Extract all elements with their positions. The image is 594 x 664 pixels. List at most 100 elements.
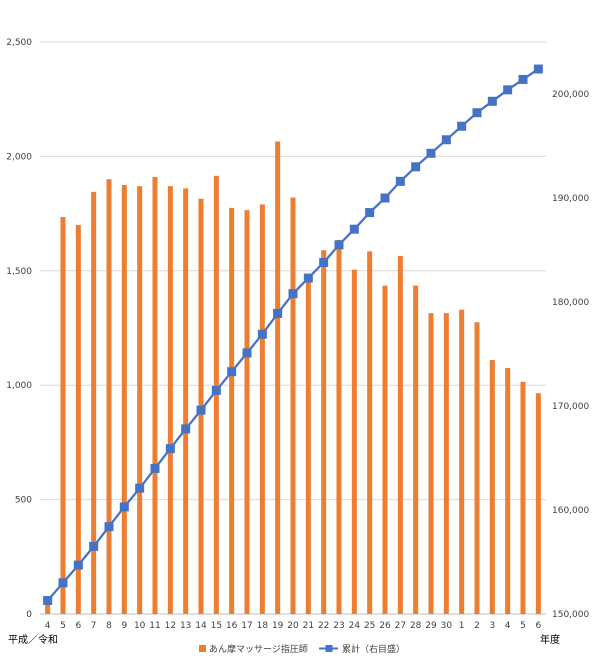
x-tick-label: 9 [121, 621, 127, 631]
x-tick-label: 6 [75, 621, 81, 631]
bar [213, 175, 219, 614]
x-tick-label: 6 [535, 621, 541, 631]
x-tick-label: 11 [149, 621, 160, 631]
y-left-tick-label: 1,500 [6, 267, 32, 277]
line-point [104, 522, 114, 532]
x-tick-label: 27 [395, 621, 406, 631]
line-point [150, 463, 160, 473]
y-left-tick-label: 500 [15, 496, 32, 506]
line-point [227, 367, 237, 377]
line-point [441, 135, 451, 145]
x-axis: 4 5 6 7 8 9 10 11 12 13 14 15 16 17 18 19 20 21 22 23 24 25 26… [45, 621, 542, 631]
x-tick-label: 22 [318, 621, 329, 631]
x-tick-label: 8 [106, 621, 112, 631]
y-right-tick-label: 200,000 [552, 90, 589, 100]
bar [45, 604, 51, 614]
bar [459, 309, 465, 614]
line-point [181, 424, 191, 434]
x-tick-label: 23 [333, 621, 344, 631]
line-point [273, 308, 283, 318]
line-point [518, 74, 528, 84]
x-tick-label: 20 [287, 621, 299, 631]
line-point [242, 348, 252, 358]
x-axis-label-left: 平成／令和 [8, 633, 58, 646]
line-point [472, 108, 482, 118]
bar [428, 313, 434, 614]
x-tick-label: 24 [349, 621, 361, 631]
line-point [211, 385, 221, 395]
x-tick-label: 13 [180, 621, 191, 631]
line-point [349, 224, 359, 234]
bar [474, 322, 480, 614]
legend-label: あん摩マッサージ指圧師 [209, 643, 308, 655]
bar [489, 360, 495, 614]
x-tick-label: 21 [303, 621, 314, 631]
y-right-tick-label: 180,000 [552, 298, 589, 308]
bar [443, 313, 449, 614]
x-tick-label: 5 [520, 621, 526, 631]
bar-series [45, 141, 541, 615]
y-right-tick-label: 150,000 [552, 610, 589, 620]
x-tick-label: 29 [425, 621, 437, 631]
line-point [257, 329, 267, 339]
bar [351, 269, 357, 614]
bar [305, 275, 311, 614]
bar [121, 185, 127, 614]
bar [75, 225, 81, 615]
x-tick-label: 28 [410, 621, 422, 631]
x-tick-label: 5 [60, 621, 66, 631]
line-point [334, 240, 344, 250]
x-tick-label: 15 [211, 621, 222, 631]
line-point [395, 176, 405, 186]
x-tick-label: 17 [241, 621, 252, 631]
bar [535, 393, 541, 614]
bar [336, 239, 342, 615]
x-tick-label: 3 [489, 621, 495, 631]
bar [229, 207, 235, 614]
bar [397, 255, 403, 615]
x-axis-label-right: 年度 [540, 633, 560, 646]
line-point [73, 560, 83, 570]
x-tick-label: 10 [134, 621, 146, 631]
bar [413, 285, 419, 614]
y-left-tick-label: 2,000 [6, 152, 32, 162]
line-point [487, 96, 497, 106]
line-point [58, 578, 68, 588]
bar [321, 250, 327, 614]
bar [106, 179, 112, 614]
legend: あん摩マッサージ指圧師 累計（右目盛） [199, 643, 405, 655]
x-tick-label: 25 [364, 621, 375, 631]
bar [167, 186, 173, 615]
line-point [503, 85, 513, 95]
bar [91, 191, 97, 614]
x-tick-label: 16 [226, 621, 238, 631]
y-left-tick-label: 1,000 [6, 381, 32, 391]
line-point [303, 273, 313, 283]
line-point [319, 257, 329, 267]
bar [290, 197, 296, 615]
x-tick-label: 7 [91, 621, 97, 631]
x-tick-label: 2 [474, 621, 480, 631]
bar [505, 368, 511, 614]
legend-swatch-bar [199, 645, 206, 652]
line-point [365, 208, 375, 218]
y-right-tick-label: 170,000 [552, 402, 589, 412]
bar [259, 204, 265, 614]
line-point [43, 595, 53, 605]
bar [60, 217, 66, 615]
line-point [196, 405, 206, 415]
y-axis-right: 150,000 160,000 170,000 180,000 190,000 200,0… [552, 90, 589, 620]
bar [183, 188, 189, 614]
line-point [380, 193, 390, 203]
bar [382, 285, 388, 614]
x-tick-label: 26 [379, 621, 391, 631]
line-point [165, 444, 175, 454]
line-point [533, 64, 543, 74]
bar [137, 186, 143, 615]
y-left-tick-label: 0 [26, 610, 32, 620]
line-point [89, 541, 99, 551]
x-tick-label: 14 [195, 621, 207, 631]
x-tick-label: 19 [272, 621, 284, 631]
